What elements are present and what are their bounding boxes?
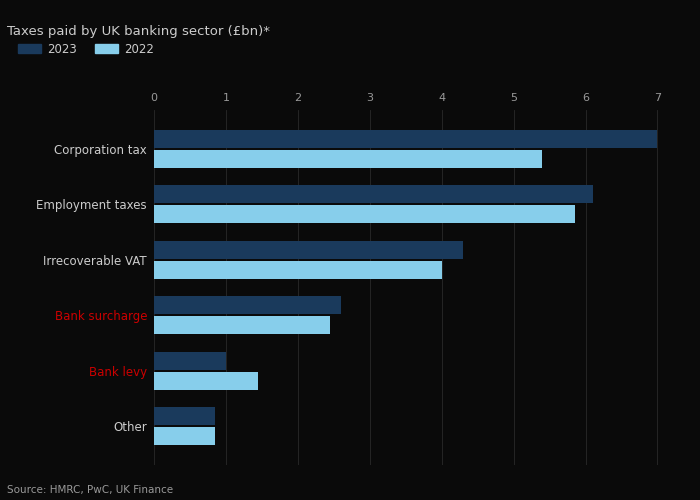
Bar xyxy=(154,261,442,278)
Legend: 2023, 2022: 2023, 2022 xyxy=(13,38,159,60)
Text: Source: HMRC, PwC, UK Finance: Source: HMRC, PwC, UK Finance xyxy=(7,485,173,495)
Bar xyxy=(154,428,215,445)
Text: Taxes paid by UK banking sector (£bn)*: Taxes paid by UK banking sector (£bn)* xyxy=(7,25,270,38)
Bar xyxy=(154,296,341,314)
Bar xyxy=(154,372,258,390)
Bar xyxy=(154,150,542,168)
Bar xyxy=(154,352,226,370)
Bar xyxy=(154,241,463,258)
Bar xyxy=(154,130,657,148)
Bar xyxy=(154,186,593,203)
Bar xyxy=(154,206,575,223)
Bar xyxy=(154,316,330,334)
Bar xyxy=(154,408,215,425)
